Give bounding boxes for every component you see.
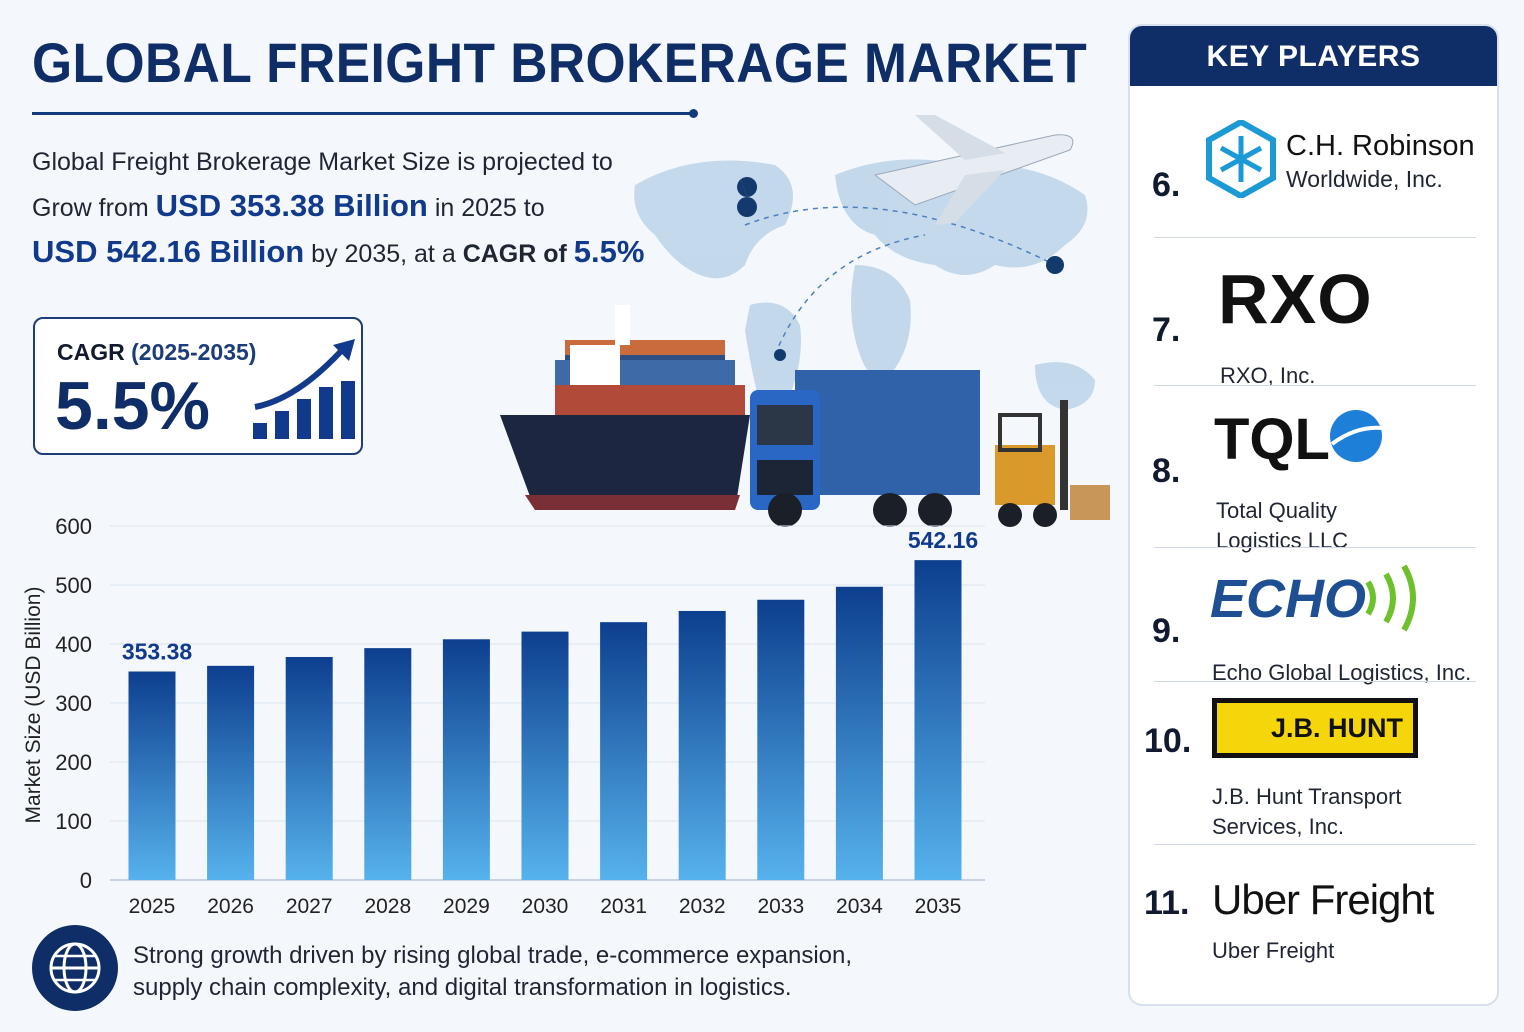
truck-icon [750, 370, 980, 527]
bar-2030 [521, 631, 569, 880]
bar-2034 [835, 586, 883, 880]
intro-grow-from: Grow from [32, 194, 149, 222]
data-label-2035: 542.16 [908, 527, 978, 553]
cagr-value: 5.5% [55, 368, 210, 444]
bar-2035 [914, 560, 962, 880]
player-name: Echo Global Logistics, Inc. [1212, 660, 1472, 685]
globe-icon-badge [32, 925, 118, 1011]
player-number: 7. [1152, 311, 1181, 349]
x-tick-label: 2032 [679, 895, 726, 918]
jbhunt-logo: J.B. HUNT [1212, 698, 1418, 758]
divider [1154, 844, 1476, 845]
tql-globe-icon [1330, 410, 1383, 462]
player-tql: 8. TQL Total Quality Logistics LLC [1130, 388, 1497, 553]
title-underline [32, 109, 698, 118]
intro-value-2025: USD 353.38 Billion [155, 188, 428, 223]
divider [1154, 681, 1476, 682]
globe-icon [49, 942, 101, 994]
player-name: Total Quality Logistics LLC [1216, 498, 1349, 553]
x-tick-label: 2033 [757, 895, 804, 918]
rxo-logo-text: RXO [1218, 260, 1373, 338]
jbhunt-logo-text: J.B. HUNT [1271, 713, 1404, 743]
y-tick-label: 100 [55, 809, 92, 834]
growth-chart-icon [253, 339, 355, 439]
intro-by-2035: by 2035, at a [311, 240, 456, 268]
uber-freight-logo-text: Uber Freight [1212, 876, 1434, 923]
divider [1154, 237, 1476, 238]
y-tick-label: 500 [55, 573, 92, 598]
x-tick-label: 2025 [129, 895, 176, 918]
x-tick-label: 2027 [286, 895, 333, 918]
divider [1154, 385, 1476, 386]
data-label-2025: 353.38 [122, 639, 193, 665]
y-tick-label: 400 [55, 632, 92, 657]
divider [1154, 547, 1476, 548]
intro-text: Global Freight Brokerage Market Size is … [32, 140, 652, 276]
player-uber-freight: 11. Uber Freight Uber Freight [1130, 848, 1497, 988]
bar-2033 [757, 599, 805, 880]
x-tick-label: 2026 [207, 895, 254, 918]
x-tick-label: 2035 [915, 895, 962, 918]
chr-logo-text: C.H. Robinson [1286, 130, 1475, 162]
x-tick-label: 2030 [522, 895, 569, 918]
location-pin-icon [737, 169, 1064, 361]
key-players-heading: KEY PLAYERS [1130, 26, 1497, 86]
bar-2025 [128, 671, 176, 880]
growth-drivers-note: Strong growth driven by rising global tr… [133, 942, 853, 1001]
player-number: 9. [1152, 612, 1181, 650]
player-number: 11. [1144, 884, 1190, 922]
y-tick-label: 200 [55, 750, 92, 775]
bar-2026 [207, 665, 255, 880]
intro-line1: Global Freight Brokerage Market Size is … [32, 148, 613, 176]
echo-waves-icon [1365, 564, 1416, 632]
bar-2027 [285, 656, 333, 880]
player-name: RXO, Inc. [1220, 363, 1316, 388]
bar-2029 [442, 639, 490, 880]
cargo-ship-icon [500, 305, 750, 510]
y-tick-label: 300 [55, 691, 92, 716]
player-name: J.B. Hunt Transport Services, Inc. [1212, 784, 1402, 839]
player-name: Worldwide, Inc. [1286, 166, 1443, 192]
player-ch-robinson: 6. C.H. Robinson Worldwide, Inc. [1130, 114, 1497, 244]
player-number: 10. [1144, 722, 1192, 760]
key-players-panel: KEY PLAYERS 6. C.H. Robinson Worldwide, … [1128, 24, 1499, 1006]
x-tick-label: 2028 [364, 895, 411, 918]
forklift-icon [995, 400, 1110, 527]
player-number: 8. [1152, 452, 1181, 490]
cagr-card: CAGR (2025-2035) 5.5% [33, 317, 363, 455]
chr-logo-icon [1206, 120, 1276, 198]
jbhunt-logo-plate: J.B. HUNT [1217, 703, 1413, 753]
y-tick-label: 600 [55, 514, 92, 539]
y-axis-label: Market Size (USD Billion) [22, 587, 45, 824]
bar-2031 [600, 622, 648, 880]
player-name: Uber Freight [1212, 938, 1335, 963]
bar-2032 [678, 610, 726, 880]
x-tick-label: 2034 [836, 895, 883, 918]
intro-cagr-value: 5.5% [573, 234, 645, 269]
echo-logo-text: ECHO [1210, 569, 1367, 629]
airplane-icon [873, 115, 1074, 225]
cagr-years: (2025-2035) [131, 339, 257, 365]
x-tick-label: 2031 [600, 895, 647, 918]
y-tick-label: 0 [80, 868, 92, 893]
cagr-label-text: CAGR [57, 339, 125, 365]
player-number: 6. [1152, 166, 1181, 204]
bar-2028 [364, 648, 412, 880]
player-rxo: 7. RXO RXO, Inc. [1130, 241, 1497, 388]
cagr-label: CAGR (2025-2035) [57, 339, 256, 366]
market-size-bar-chart: Market Size (USD Billion) 0 100 200 300 400 5… [22, 514, 985, 918]
intro-cagr-word: CAGR of [462, 240, 567, 268]
intro-in-2025: in 2025 to [434, 194, 545, 222]
player-echo: 9. ECHO Echo Global Logistics, Inc. [1130, 550, 1497, 685]
page-title: GLOBAL FREIGHT BROKERAGE MARKET [32, 31, 1088, 94]
tql-logo-text: TQL [1214, 407, 1330, 472]
x-tick-label: 2029 [443, 895, 490, 918]
intro-value-2035: USD 542.16 Billion [32, 234, 305, 269]
player-jb-hunt: 10. J.B. HUNT J.B. Hunt Transport Servic… [1130, 686, 1497, 846]
logistics-illustration [500, 115, 1110, 527]
